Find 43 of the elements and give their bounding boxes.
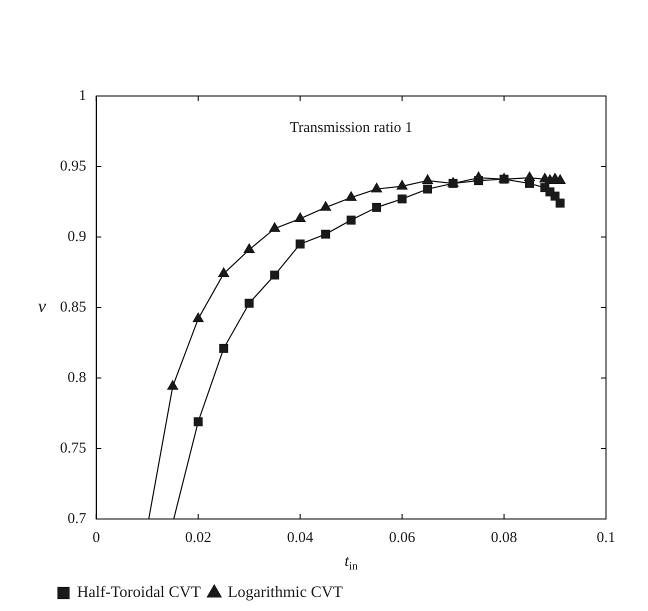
point: [321, 230, 330, 239]
annotation: Transmission ratio 1: [290, 120, 413, 136]
point: [346, 191, 356, 201]
legend-label: Half-Toroidal CVT: [77, 584, 201, 602]
point: [473, 172, 484, 182]
point: [192, 312, 204, 322]
point: [244, 298, 254, 308]
point: [554, 174, 566, 184]
point: [296, 240, 305, 249]
x-tick-label: 0: [92, 530, 100, 546]
point: [556, 198, 565, 208]
point: [320, 201, 331, 211]
point: [524, 172, 535, 182]
point: [396, 180, 408, 190]
x-tick-label: 0.1: [596, 530, 616, 546]
x-tick-label: 0.06: [388, 530, 416, 546]
legend-label: Logarithmic CVT: [228, 584, 344, 602]
point: [398, 194, 407, 204]
point: [218, 268, 230, 278]
y-tick-label: 0.8: [68, 370, 86, 386]
point: [244, 244, 255, 254]
y-tick-label: 0.9: [68, 228, 86, 245]
y-tick-label: 1: [78, 88, 86, 104]
point: [371, 182, 382, 192]
point: [423, 184, 432, 194]
point: [550, 192, 560, 201]
point: [219, 344, 228, 353]
point: [294, 212, 306, 222]
x-tick-label: 0.08: [490, 530, 518, 546]
point: [167, 380, 178, 390]
y-axis-title: ν: [38, 296, 46, 316]
y-tick-label: 0.75: [60, 440, 86, 456]
x-tick-label: 0.04: [287, 530, 314, 546]
point: [269, 222, 280, 232]
point: [372, 202, 382, 212]
y-tick-label: 0.95: [60, 158, 86, 174]
y-tick-label: 0.7: [68, 510, 87, 527]
point: [270, 270, 280, 280]
x-tick-label: 0.02: [185, 530, 212, 546]
point: [346, 216, 356, 225]
point: [422, 174, 433, 184]
y-tick-label: 0.85: [60, 299, 86, 316]
point: [194, 417, 203, 426]
